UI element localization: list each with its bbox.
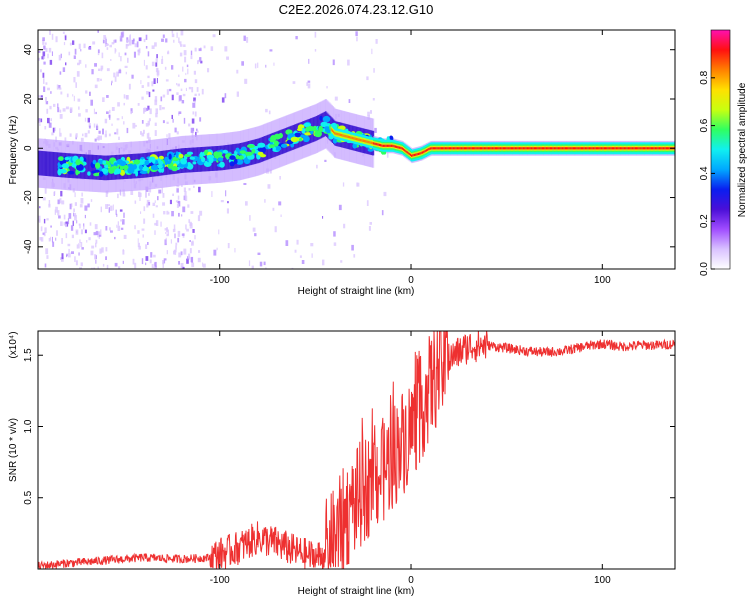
- colorbar-gradient: [710, 29, 731, 270]
- snr-plot-area: [38, 331, 675, 569]
- tone-band: [330, 124, 675, 162]
- y-tick-label: 1.0: [23, 419, 34, 433]
- colorbar-tick-label: 0.6: [699, 118, 710, 132]
- snr-x-axis-label: Height of straight line (km): [298, 586, 415, 597]
- spectrogram-x-axis-label: Height of straight line (km): [298, 286, 415, 297]
- snr-y-multiplier: (x10⁴): [8, 331, 19, 358]
- snr-ticks: -100 0 100 0.5 1.0 1.5: [23, 331, 675, 586]
- spectrogram-heatmap: [38, 30, 675, 269]
- snr-panel: -100 0 100 0.5 1.0 1.5 Height of straight lin…: [8, 330, 676, 597]
- spectrogram-ticks: -100 0 100 -40 -20 0 20 40: [23, 30, 675, 286]
- x-tick-label: 100: [594, 275, 611, 286]
- figure-title: C2E2.2026.074.23.12.G10: [279, 2, 434, 17]
- spectrogram-frame: [37, 29, 676, 270]
- y-tick-label: 20: [23, 93, 34, 105]
- spectrogram-y-axis-label: Frequency (Hz): [8, 116, 19, 185]
- x-tick-label: -100: [210, 275, 230, 286]
- colorbar-label: Normalized spectral amplitude: [737, 82, 748, 217]
- y-tick-label: 0.5: [23, 490, 34, 504]
- colorbar-tick-label: 0.8: [699, 70, 710, 84]
- y-tick-label: 0: [23, 145, 34, 151]
- y-tick-label: -20: [23, 190, 34, 205]
- colorbar-ticks: 0.0 0.2 0.4 0.6 0.8: [699, 70, 715, 276]
- x-tick-label: 0: [408, 275, 414, 286]
- x-tick-label: -100: [210, 575, 230, 586]
- colorbar-tick-label: 0.2: [699, 214, 710, 228]
- x-tick-label: 0: [408, 575, 414, 586]
- y-tick-label: 1.5: [23, 348, 34, 362]
- y-tick-label: 40: [23, 44, 34, 56]
- colorbar-tick-label: 0.4: [699, 166, 710, 180]
- y-tick-label: -40: [23, 239, 34, 254]
- snr-y-axis-label: SNR (10 * v/v): [8, 418, 19, 482]
- x-tick-label: 100: [594, 575, 611, 586]
- spectrogram-panel: -100 0 100 -40 -20 0 20 40 Height of straight l…: [8, 29, 676, 297]
- colorbar-tick-label: 0.0: [699, 262, 710, 276]
- colorbar: 0.0 0.2 0.4 0.6 0.8 Normalized spectral ampl…: [699, 29, 748, 276]
- snr-line: [38, 331, 675, 569]
- snr-frame: [37, 330, 676, 570]
